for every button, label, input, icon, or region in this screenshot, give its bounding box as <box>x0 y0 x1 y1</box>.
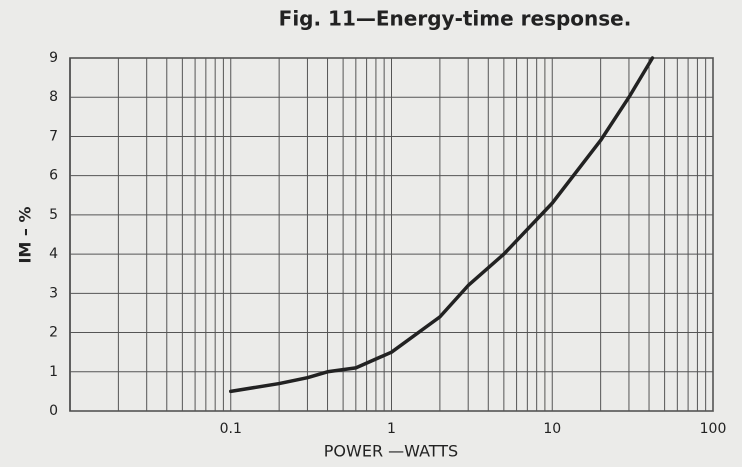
y-tick-label: 5 <box>49 207 58 223</box>
y-tick-label: 7 <box>49 128 58 144</box>
x-tick-label: 1 <box>387 421 396 437</box>
x-tick-label: 100 <box>700 421 727 437</box>
x-tick-label: 0.1 <box>220 421 242 437</box>
y-tick-label: 4 <box>49 246 58 262</box>
chart-title: Fig. 11—Energy-time response. <box>279 7 632 31</box>
y-tick-label: 2 <box>49 325 58 341</box>
y-tick-label: 1 <box>49 364 58 380</box>
x-axis-label: POWER —WATTS <box>324 442 458 461</box>
y-tick-label: 8 <box>49 89 58 105</box>
y-tick-label: 6 <box>49 168 58 184</box>
data-line <box>229 56 655 394</box>
y-tick-label: 3 <box>49 285 58 301</box>
y-tick-label: 9 <box>49 50 58 66</box>
x-tick-label: 10 <box>543 421 561 437</box>
y-axis-label: IM – % <box>16 206 35 263</box>
y-tick-label: 0 <box>49 403 58 419</box>
